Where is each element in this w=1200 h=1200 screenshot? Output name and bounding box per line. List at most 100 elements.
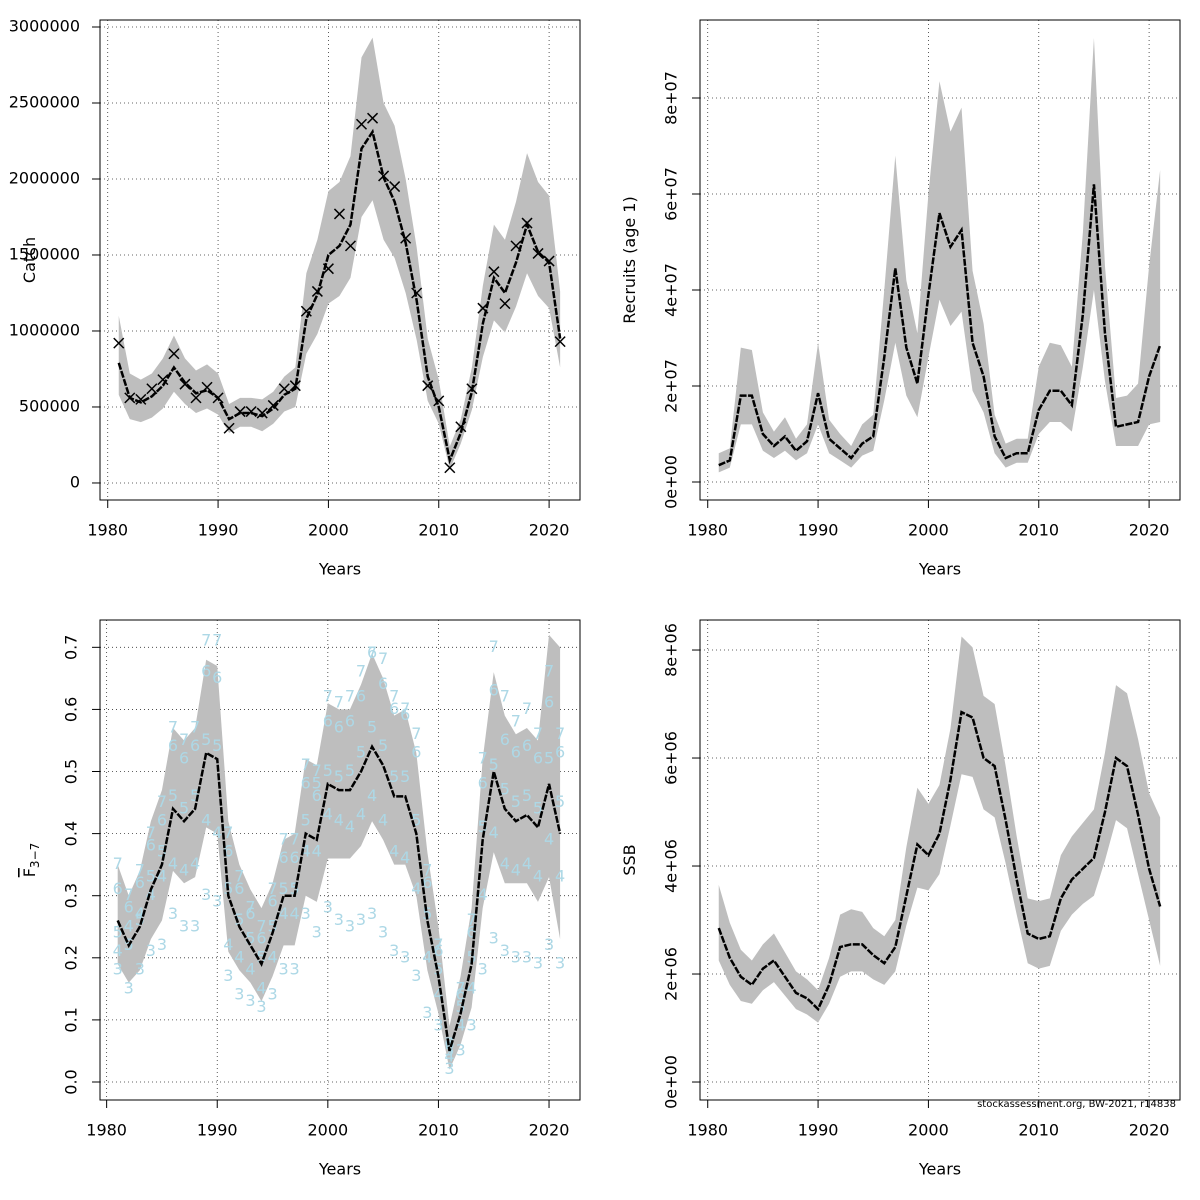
age-label: 5 (544, 749, 554, 768)
age-label: 6 (478, 773, 488, 792)
age-label: 4 (400, 848, 410, 867)
age-label: 6 (323, 711, 333, 730)
age-label: 4 (234, 947, 244, 966)
age-label: 7 (245, 898, 255, 917)
age-label: 3 (389, 941, 399, 960)
age-label: 7 (378, 649, 388, 668)
age-label: 3 (489, 929, 499, 948)
age-label: 5 (212, 736, 222, 755)
age-label: 7 (312, 761, 322, 780)
age-label: 6 (467, 922, 477, 941)
age-label: 5 (279, 879, 289, 898)
y-tick-label: 0.4 (62, 821, 81, 846)
age-label: 4 (345, 817, 355, 836)
y-axis-label: Recruits (age 1) (620, 196, 639, 323)
x-tick-label: 2000 (307, 1121, 348, 1140)
age-label: 7 (411, 724, 421, 743)
y-axis-label-main: F (20, 868, 39, 877)
age-label: 7 (345, 686, 355, 705)
age-label: 4 (544, 829, 554, 848)
y-axis-label: F3−7 (20, 843, 42, 878)
confidence-band (718, 38, 1161, 473)
x-tick-label: 2000 (908, 1121, 949, 1140)
age-label: 5 (201, 730, 211, 749)
age-label: 7 (234, 867, 244, 886)
x-tick-label: 1980 (687, 521, 728, 540)
age-label: 5 (290, 879, 300, 898)
x-tick-label: 2020 (1129, 521, 1170, 540)
age-label: 3 (400, 947, 410, 966)
observation-marker (411, 287, 423, 299)
age-label: 4 (124, 916, 134, 935)
age-label: 3 (544, 935, 554, 954)
y-tick-label: 0e+00 (662, 1055, 681, 1109)
age-label: 7 (168, 718, 178, 737)
observation-marker (444, 462, 456, 474)
age-label: 6 (157, 811, 167, 830)
x-tick-label: 1990 (198, 521, 239, 540)
x-tick-label: 2020 (1129, 1121, 1170, 1140)
estimate-line (116, 743, 562, 1052)
age-label: 5 (312, 773, 322, 792)
y-tick-label: 0.0 (62, 1069, 81, 1094)
age-label: 5 (135, 910, 145, 929)
age-label: 3 (411, 966, 421, 985)
age-label: 5 (334, 767, 344, 786)
age-label: 6 (212, 668, 222, 687)
age-label: 7 (433, 935, 443, 954)
x-tick-label: 1990 (197, 1121, 238, 1140)
age-label: 6 (334, 718, 344, 737)
age-label: 6 (400, 705, 410, 724)
age-label: 6 (555, 742, 565, 761)
age-label: 6 (245, 904, 255, 923)
y-axis-label: Catch (20, 237, 39, 283)
observation-marker (433, 395, 445, 407)
age-label: 6 (411, 742, 421, 761)
age-label: 6 (256, 929, 266, 948)
age-label: 6 (422, 873, 432, 892)
age-label: 4 (455, 1016, 465, 1035)
y-tick-label: 500000 (19, 396, 80, 415)
estimate-line (117, 128, 562, 465)
age-label: 5 (455, 997, 465, 1016)
x-tick-label: 2020 (529, 521, 570, 540)
y-tick-label: 0.5 (62, 759, 81, 784)
observation-marker (488, 266, 500, 278)
age-label: 4 (290, 904, 300, 923)
age-label: 4 (433, 985, 443, 1004)
age-label: 7 (544, 662, 554, 681)
observation-marker (289, 380, 301, 392)
age-label: 3 (279, 960, 289, 979)
age-label: 6 (267, 891, 277, 910)
age-label: 6 (135, 873, 145, 892)
age-label: 3 (433, 1016, 443, 1035)
age-label: 7 (113, 854, 123, 873)
age-label: 4 (334, 811, 344, 830)
age-label: 5 (356, 742, 366, 761)
age-label: 3 (113, 960, 123, 979)
x-tick-label: 1990 (798, 1121, 839, 1140)
age-label: 6 (345, 711, 355, 730)
age-label: 4 (323, 804, 333, 823)
age-label: 7 (179, 730, 189, 749)
y-tick-label: 2500000 (9, 92, 80, 111)
age-label: 7 (157, 792, 167, 811)
y-tick-label: 0.6 (62, 697, 81, 722)
age-label: 4 (256, 978, 266, 997)
age-label: 7 (489, 637, 499, 656)
y-tick-label: 0.2 (62, 945, 81, 970)
age-label: 6 (544, 693, 554, 712)
age-label: 3 (190, 916, 200, 935)
age-label: 5 (113, 922, 123, 941)
observation-marker (344, 240, 357, 252)
age-label: 7 (555, 724, 565, 743)
age-label: 5 (489, 755, 499, 774)
x-tick-label: 1980 (87, 521, 128, 540)
age-label: 4 (422, 947, 432, 966)
y-tick-label: 0 (70, 472, 80, 491)
y-tick-label: 1500000 (9, 244, 80, 263)
age-label: 7 (223, 823, 233, 842)
age-label: 3 (478, 960, 488, 979)
